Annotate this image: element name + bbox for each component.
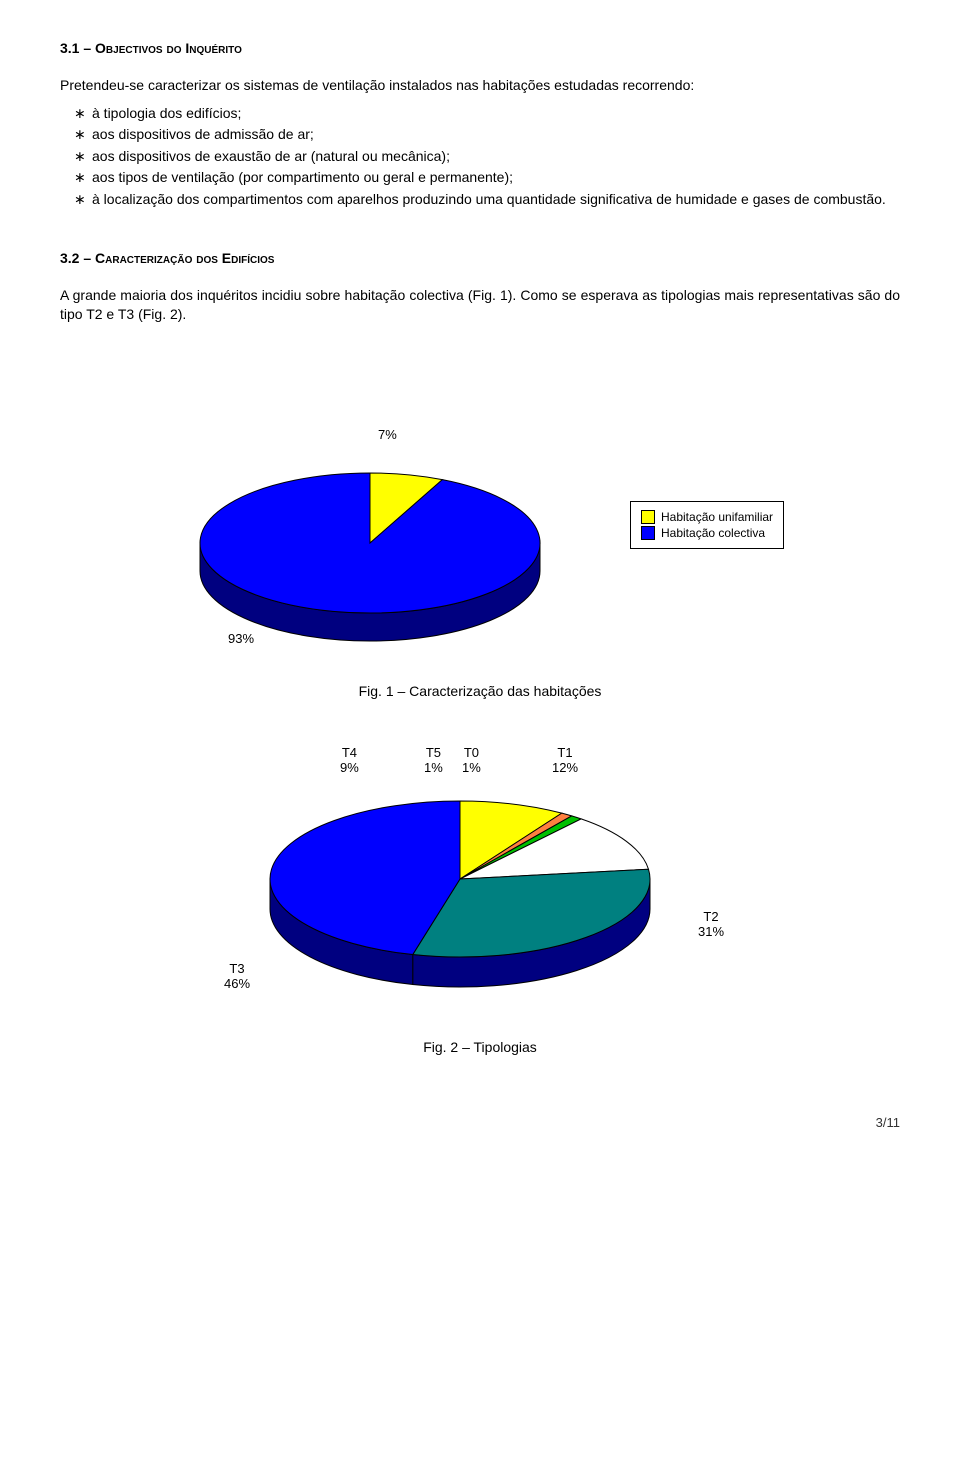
section-32-para: A grande maioria dos inquéritos incidiu … (60, 286, 900, 325)
figure-1: 7% 93% Habitação unifamiliar Habitação c… (60, 423, 900, 663)
fig2-label-t1: T112% (552, 745, 578, 775)
bullet-item: aos dispositivos de exaustão de ar (natu… (60, 147, 900, 167)
legend-label: Habitação unifamiliar (661, 510, 773, 524)
section-31-number: 3.1 – (60, 40, 95, 56)
fig1-caption: Fig. 1 – Caracterização das habitações (60, 683, 900, 699)
bullet-item: aos dispositivos de admissão de ar; (60, 125, 900, 145)
figure-2: T49% T51% T01% T112% T231% T346% (60, 739, 900, 1019)
page-footer: 3/11 (60, 1085, 900, 1130)
section-31-bullets: à tipologia dos edifícios; aos dispositi… (60, 104, 900, 210)
bullet-item: aos tipos de ventilação (por compartimen… (60, 168, 900, 188)
fig1-pie-chart (140, 423, 600, 653)
section-32-title: Caracterização dos Edifícios (95, 250, 274, 266)
fig1-legend: Habitação unifamiliar Habitação colectiv… (630, 501, 784, 549)
fig2-caption: Fig. 2 – Tipologias (60, 1039, 900, 1055)
bullet-item: à localização dos compartimentos com apa… (60, 190, 900, 210)
legend-row: Habitação unifamiliar (641, 510, 773, 524)
fig1-slice-label-7: 7% (378, 427, 397, 442)
fig1-slice-label-93: 93% (228, 631, 254, 646)
section-32-number: 3.2 – (60, 250, 95, 266)
bullet-item: à tipologia dos edifícios; (60, 104, 900, 124)
legend-row: Habitação colectiva (641, 526, 773, 540)
section-31-heading: 3.1 – Objectivos do Inquérito (60, 40, 900, 56)
fig2-label-t0: T01% (462, 745, 481, 775)
legend-label: Habitação colectiva (661, 526, 765, 540)
section-31-intro: Pretendeu-se caracterizar os sistemas de… (60, 76, 900, 96)
fig2-label-t3: T346% (224, 961, 250, 991)
fig2-label-t5: T51% (424, 745, 443, 775)
section-31-title: Objectivos do Inquérito (95, 40, 242, 56)
legend-swatch (641, 510, 655, 524)
section-32-heading: 3.2 – Caracterização dos Edifícios (60, 250, 900, 266)
fig2-label-t2: T231% (698, 909, 724, 939)
legend-swatch (641, 526, 655, 540)
fig2-pie-chart (200, 739, 720, 999)
fig2-label-t4: T49% (340, 745, 359, 775)
